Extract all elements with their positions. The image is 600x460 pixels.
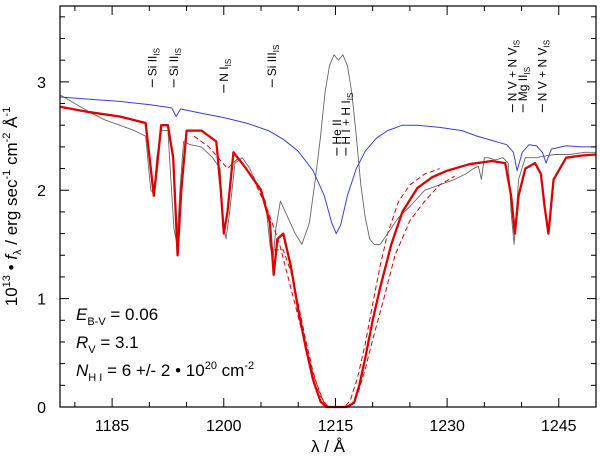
x-axis-title: λ / Å [311,437,346,456]
line-id-label: Si IIIIS [265,45,281,88]
line-id-label: N V + N VIS [506,40,522,113]
nhi-annotation: NH I = 6 +/- 2 • 1020 cm-2 [76,360,254,384]
line-id-text: N IIS [217,59,233,82]
x-tick-label: 1200 [206,418,242,435]
line-id-text: Mg IIIS [516,67,532,101]
series-line-4 [273,168,440,408]
line-id-text: N V + N VIS [506,40,522,101]
series-line-5 [193,135,455,408]
series-line-2 [59,96,596,235]
x-tick-label: 1185 [95,418,130,435]
line-id-label: N V + N VIS [535,40,551,113]
y-axis-title: 1013 • fλ / erg sec-1 cm-2 Å-1 [1,107,24,307]
axis-ticks: 1185 1200 1215 1230 1245 0 1 2 3 [37,6,597,435]
x-tick-label: 1215 [318,418,354,435]
x-tick-label: 1245 [541,418,577,435]
series-line-1 [59,54,596,262]
line-id-text: Si IIIIS [265,45,281,77]
line-id-text: He II [330,119,344,144]
line-id-label: Mg IIIS [516,67,532,113]
y-tick-label: 1 [37,292,46,309]
line-id-label: He II [330,119,344,156]
line-id-label: Si IIIS [167,48,183,88]
line-identification-layer: Si IIIS Si IIIS N IIS Si IIIIS He IIH I + H … [145,40,551,156]
y-tick-label: 2 [37,183,46,200]
line-id-text: Si IIIS [145,48,161,76]
line-id-label: N IIS [217,59,233,93]
line-id-label: H I + H IIS [339,93,355,156]
line-id-text: H I + H IIS [339,93,355,145]
line-id-text: N V + N VIS [535,40,551,101]
parameter-annotations: EB-V = 0.06 RV = 3.1 NH I = 6 +/- 2 • 10… [76,305,254,384]
plot-frame [59,5,597,408]
series-layer [59,54,597,409]
x-tick-label: 1230 [429,418,465,435]
line-id-text: Si IIIS [167,48,183,76]
ebv-annotation: EB-V = 0.06 [76,305,158,328]
line-id-label: Si IIIS [145,48,161,88]
y-tick-label: 3 [37,75,46,92]
series-line-3 [59,105,597,409]
y-tick-label: 0 [37,400,46,417]
rv-annotation: RV = 3.1 [76,333,139,356]
